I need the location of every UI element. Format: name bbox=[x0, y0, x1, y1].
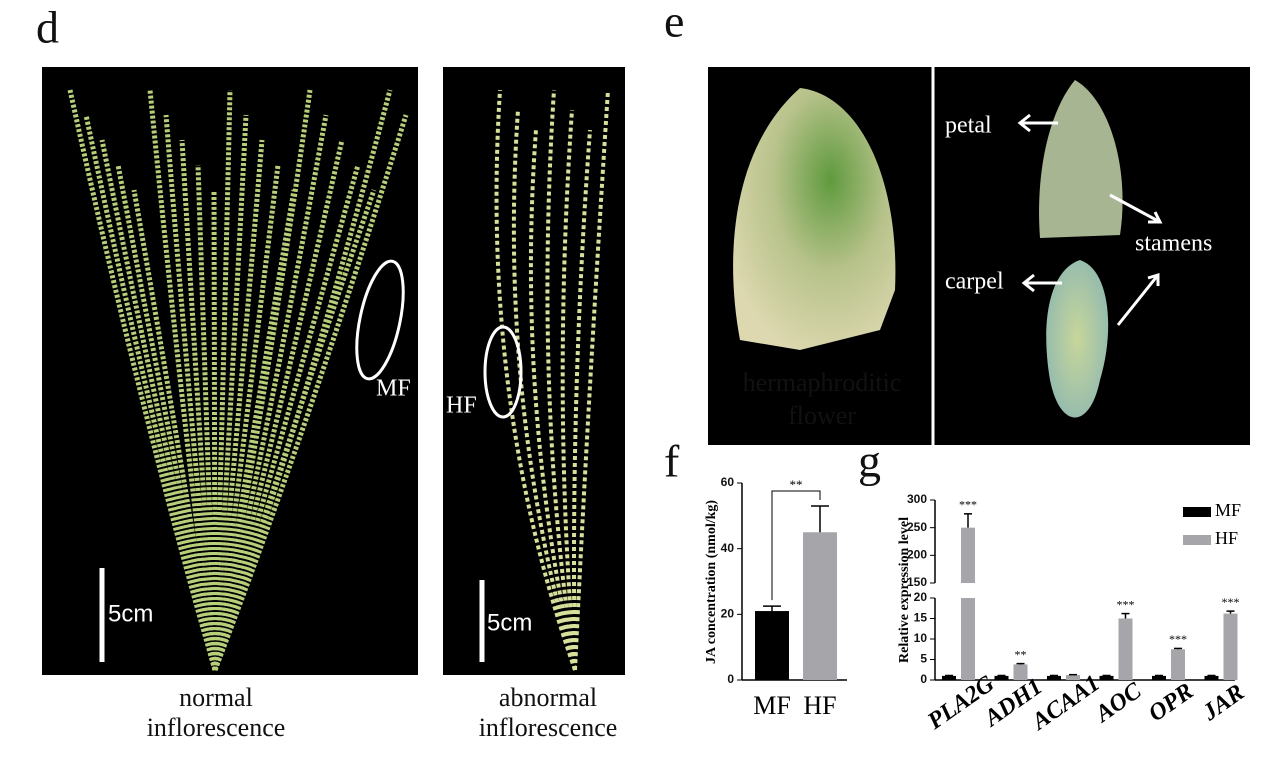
y-tick-label: 20 bbox=[721, 607, 735, 621]
panel-label: d bbox=[36, 2, 59, 53]
branch bbox=[572, 129, 592, 671]
x-tick-label: OPR bbox=[1144, 678, 1198, 727]
bar bbox=[994, 675, 1009, 680]
caption: normal bbox=[179, 683, 253, 712]
x-tick-label: HF bbox=[803, 691, 836, 720]
significance: *** bbox=[1222, 595, 1240, 609]
y-tick-label: 250 bbox=[907, 520, 927, 534]
branch bbox=[560, 109, 577, 671]
branch bbox=[195, 164, 218, 671]
carpel bbox=[1046, 260, 1109, 418]
y-axis-label: JA concentration (nmol/kg) bbox=[704, 500, 719, 664]
branch bbox=[212, 114, 409, 671]
bar bbox=[1118, 618, 1133, 680]
y-axis-label: Relative expression level bbox=[897, 517, 912, 663]
legend-swatch bbox=[1183, 535, 1211, 545]
branch bbox=[67, 89, 218, 671]
panel-label: g bbox=[858, 436, 881, 487]
branch bbox=[131, 189, 218, 671]
caption: abnormal bbox=[499, 683, 597, 712]
marker-ellipse bbox=[483, 325, 523, 419]
branch bbox=[573, 89, 610, 671]
bar bbox=[961, 598, 975, 680]
bar bbox=[1047, 675, 1061, 680]
y-tick-label: 150 bbox=[907, 575, 927, 589]
y-tick-label: 0 bbox=[727, 672, 734, 686]
inflorescence-drawing bbox=[67, 89, 610, 671]
label: carpel bbox=[945, 269, 1004, 295]
branch bbox=[494, 89, 577, 671]
legend-label: MF bbox=[1215, 500, 1241, 520]
branch bbox=[528, 129, 577, 671]
petal bbox=[1039, 80, 1123, 238]
branch bbox=[545, 89, 577, 671]
caption: inflorescence bbox=[479, 713, 618, 742]
bar bbox=[961, 527, 975, 583]
marker-ellipse bbox=[355, 259, 405, 381]
significance: *** bbox=[959, 498, 977, 512]
significance: *** bbox=[1169, 632, 1187, 646]
y-tick-label: 15 bbox=[914, 611, 928, 625]
bar bbox=[1013, 664, 1028, 680]
marker-label: MF bbox=[376, 376, 411, 402]
bar bbox=[1152, 675, 1166, 680]
significance: ** bbox=[1015, 647, 1027, 661]
significance: ** bbox=[790, 477, 803, 492]
x-tick-label: MF bbox=[753, 691, 791, 720]
legend-swatch bbox=[1183, 507, 1211, 517]
y-tick-label: 10 bbox=[914, 631, 928, 645]
y-tick-label: 300 bbox=[907, 492, 927, 506]
y-tick-label: 20 bbox=[914, 590, 928, 604]
y-tick-label: 200 bbox=[907, 548, 927, 562]
caption: hermaphroditic bbox=[743, 368, 902, 397]
bar bbox=[755, 611, 789, 680]
bar bbox=[1099, 675, 1114, 680]
bar bbox=[1204, 675, 1219, 680]
significance: *** bbox=[1117, 597, 1135, 611]
bar bbox=[1223, 613, 1238, 680]
branch bbox=[115, 164, 218, 671]
bar bbox=[1171, 649, 1185, 680]
x-tick-label: JAR bbox=[1197, 679, 1249, 726]
branch bbox=[212, 189, 297, 671]
marker-label: HF bbox=[446, 393, 477, 419]
y-tick-label: 0 bbox=[920, 672, 927, 686]
y-tick-label: 40 bbox=[721, 541, 735, 555]
scale-label: 5cm bbox=[487, 609, 532, 636]
bar bbox=[1066, 675, 1080, 680]
y-tick-label: 5 bbox=[920, 652, 927, 666]
significance-bracket bbox=[771, 490, 821, 601]
label: stamens bbox=[1135, 231, 1212, 257]
scale-label: 5cm bbox=[108, 600, 153, 627]
bar bbox=[803, 532, 837, 680]
arrows bbox=[1017, 113, 1163, 326]
label: petal bbox=[945, 113, 992, 139]
branch bbox=[83, 114, 218, 671]
legend-label: HF bbox=[1215, 528, 1238, 548]
branch bbox=[511, 109, 577, 671]
caption: inflorescence bbox=[147, 713, 286, 742]
caption: flower bbox=[788, 401, 856, 430]
y-tick-label: 60 bbox=[721, 475, 735, 489]
panel-label: f bbox=[664, 436, 680, 487]
bar bbox=[942, 675, 956, 680]
panel-label: e bbox=[664, 0, 684, 47]
flower-bud bbox=[733, 88, 896, 350]
